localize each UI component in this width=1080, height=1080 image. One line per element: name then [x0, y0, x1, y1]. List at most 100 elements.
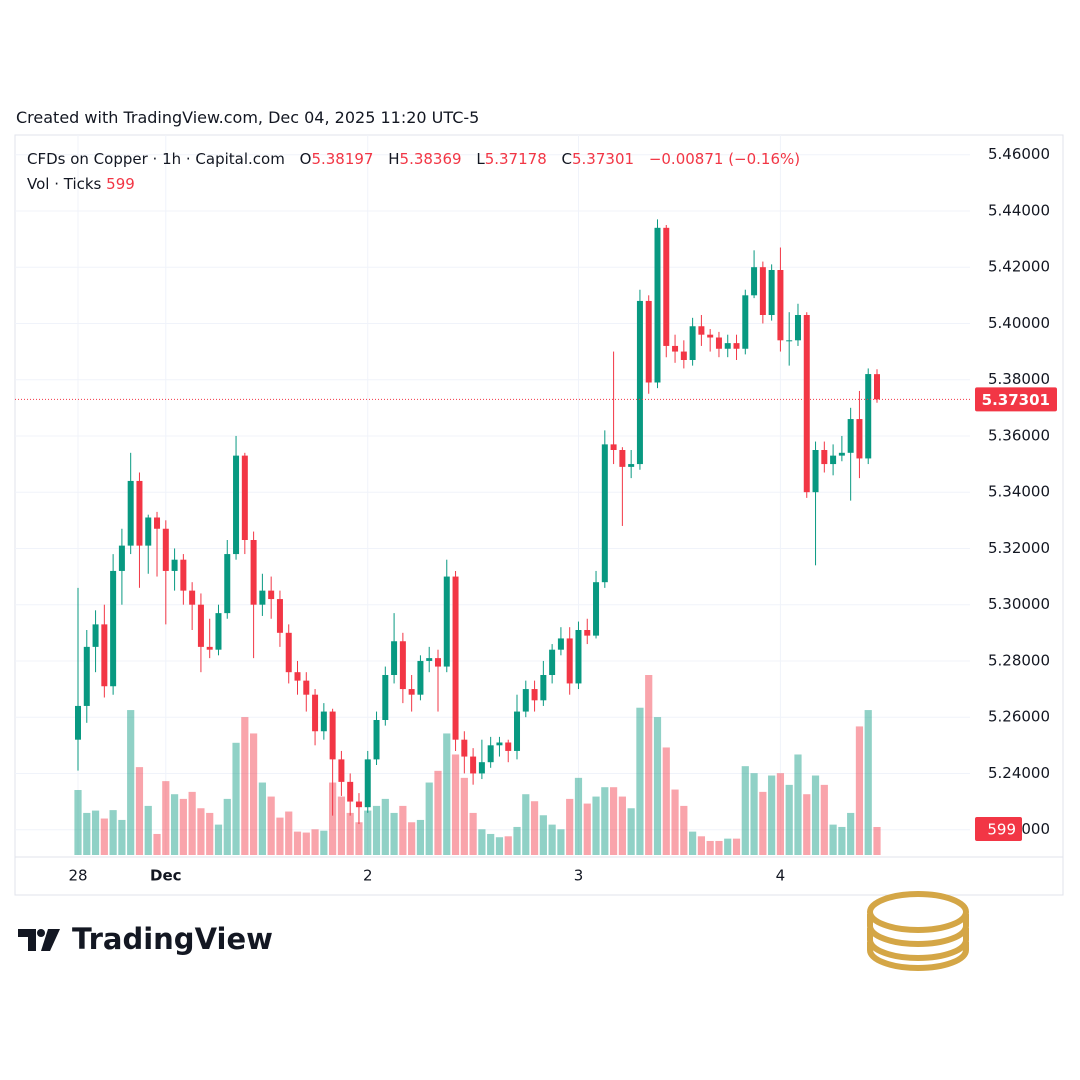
volume-bar [636, 707, 644, 855]
candle-body [215, 613, 222, 650]
candle-body [821, 450, 828, 465]
volume-bar [487, 833, 495, 855]
candle-body [461, 739, 468, 757]
volume-bar [478, 829, 486, 855]
volume-bar [364, 810, 372, 855]
volume-bar [557, 829, 565, 855]
candle-body [373, 720, 380, 760]
candle-body [540, 675, 547, 701]
ohlc-label: L [476, 150, 485, 168]
candle-body [355, 801, 362, 808]
candle-body [707, 334, 714, 338]
y-tick-label: 5.24000 [988, 764, 1050, 782]
volume-bar [715, 840, 723, 855]
candle-body [145, 517, 152, 546]
volume-bar [372, 805, 381, 855]
volume-bar [214, 824, 223, 855]
candle-body [584, 630, 591, 636]
x-tick-label: 28 [68, 867, 87, 885]
x-tick-label: 4 [776, 867, 786, 885]
volume-bar [820, 784, 828, 855]
volume-bar [724, 838, 732, 855]
volume-bar [811, 775, 820, 855]
low-value: 5.37178 [484, 150, 547, 168]
candle-body [794, 315, 801, 341]
y-tick-label: 5.34000 [988, 483, 1050, 501]
candle-body [268, 590, 275, 600]
candle-body [294, 672, 301, 681]
candle-body [610, 444, 617, 450]
volume-bar [548, 824, 556, 855]
volume-bar [539, 815, 547, 855]
volume-bar [662, 747, 670, 855]
candle-body [399, 641, 406, 690]
volume-bar [408, 822, 416, 855]
candle-body [830, 455, 837, 465]
volume-pane [74, 675, 881, 855]
symbol: CFDs on Copper · 1h · Capital.com [27, 150, 285, 168]
symbol-legend: CFDs on Copper · 1h · Capital.com O5.381… [27, 150, 800, 168]
volume-bar [873, 826, 881, 855]
candle-body [663, 227, 670, 346]
candle-body [118, 545, 125, 571]
candle-body [847, 419, 854, 453]
candle-body [601, 444, 608, 583]
volume-bar [285, 811, 293, 855]
volume-bar [495, 837, 504, 855]
volume-bar [381, 798, 389, 855]
ohlc-label: C [561, 150, 572, 168]
candle-body [812, 450, 819, 493]
volume-value: 599 [106, 175, 135, 193]
volume-bar [250, 733, 258, 855]
volume-bar [829, 824, 837, 855]
axes: 5.220005.240005.260005.280005.300005.320… [15, 145, 1057, 885]
volume-bar [232, 742, 240, 855]
volume-bar [118, 819, 126, 855]
volume-bar [627, 808, 635, 855]
candle-body [285, 632, 292, 673]
volume-bar [741, 766, 749, 855]
candle-body [549, 649, 556, 675]
candle-body [496, 742, 503, 746]
candle-body [487, 745, 494, 763]
candle-body [751, 267, 758, 296]
candle-body [514, 711, 521, 751]
volume-bar [179, 798, 187, 855]
volume-bar [434, 770, 442, 855]
y-tick-label: 5.40000 [988, 314, 1050, 332]
volume-bar [706, 840, 714, 855]
volume-label: Vol · Ticks [27, 175, 102, 193]
volume-bar [223, 798, 231, 855]
candle-body [636, 300, 643, 465]
candle-body [698, 326, 705, 335]
volume-bar [153, 833, 161, 855]
volume-bar [197, 808, 205, 855]
candle-body [505, 742, 512, 751]
candle-body [522, 689, 529, 712]
candle-body [329, 711, 336, 760]
volume-bar [785, 784, 793, 855]
candle-body [434, 658, 441, 667]
volume-bar [425, 782, 433, 855]
x-tick-label: 3 [574, 867, 584, 885]
volume-bar [759, 791, 767, 855]
candle-body [856, 419, 863, 459]
volume-bar [671, 789, 679, 855]
volume-bar [135, 767, 144, 855]
candle-body [338, 759, 345, 782]
volume-bar [416, 819, 425, 855]
candle-body [276, 599, 283, 633]
candle-body [303, 680, 310, 695]
candle-body [206, 646, 213, 650]
volume-bar [399, 805, 407, 855]
y-tick-label: 5.38000 [988, 370, 1050, 388]
candle-body [452, 576, 459, 740]
volume-bar [522, 794, 530, 855]
volume-bar [258, 782, 266, 855]
candle-body [531, 689, 538, 701]
y-tick-label: 5.42000 [988, 258, 1050, 276]
candle-body [320, 711, 327, 732]
ohlc-label: H [388, 150, 400, 168]
candle-body [724, 343, 731, 349]
